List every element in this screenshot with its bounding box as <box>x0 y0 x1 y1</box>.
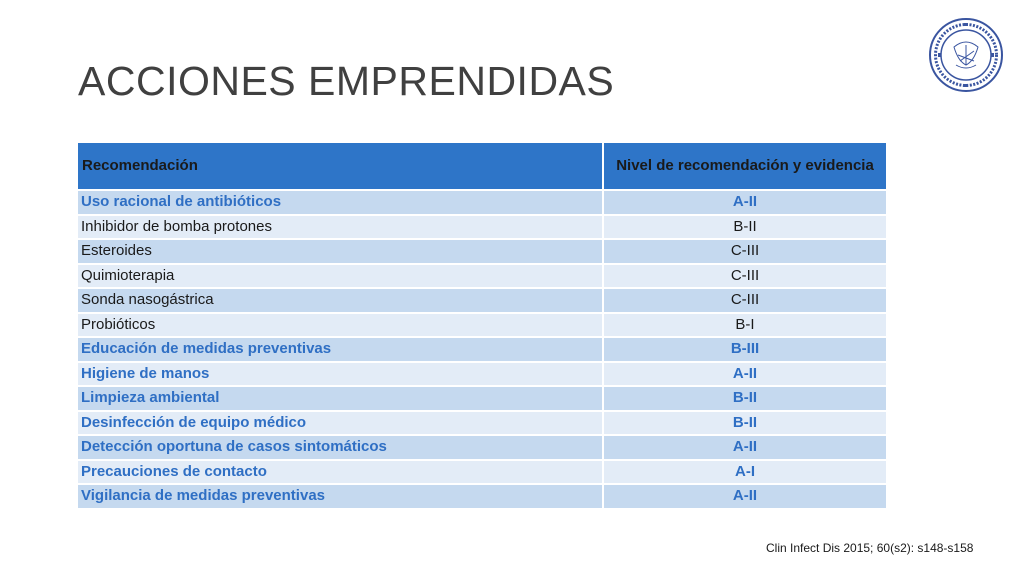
level-cell: A-II <box>602 190 886 216</box>
table-row: Inhibidor de bomba protones B-II <box>78 214 886 240</box>
recommendation-cell: Probióticos <box>78 312 603 338</box>
recommendation-cell: Desinfección de equipo médico <box>78 410 603 436</box>
table-row: Vigilancia de medidas preventivas A-II <box>78 484 886 510</box>
recommendation-cell: Limpieza ambiental <box>78 386 603 412</box>
table-row: Desinfección de equipo médico B-II <box>78 410 886 436</box>
level-cell: B-I <box>602 312 886 338</box>
recommendation-cell: Higiene de manos <box>78 361 603 387</box>
table-row: Probióticos B-I <box>78 312 886 338</box>
level-cell: B-II <box>602 386 886 412</box>
table-row: Esteroides C-III <box>78 239 886 265</box>
level-cell: C-III <box>602 239 886 265</box>
recommendation-cell: Uso racional de antibióticos <box>78 190 603 216</box>
citation: Clin Infect Dis 2015; 60(s2): s148-s158 <box>766 541 974 555</box>
table-header-row: Recomendación Nivel de recomendación y e… <box>78 143 886 191</box>
table-row: Higiene de manos A-II <box>78 361 886 387</box>
level-cell: B-II <box>602 410 886 436</box>
level-cell: A-II <box>602 435 886 461</box>
table-row: Quimioterapia C-III <box>78 263 886 289</box>
level-cell: C-III <box>602 263 886 289</box>
recommendation-cell: Quimioterapia <box>78 263 603 289</box>
level-cell: A-I <box>602 459 886 485</box>
level-cell: B-III <box>602 337 886 363</box>
level-cell: C-III <box>602 288 886 314</box>
recommendation-cell: Educación de medidas preventivas <box>78 337 603 363</box>
table-row: Uso racional de antibióticos A-II <box>78 190 886 216</box>
table-row: Precauciones de contacto A-I <box>78 459 886 485</box>
recommendation-cell: Vigilancia de medidas preventivas <box>78 484 603 510</box>
table-row: Limpieza ambiental B-II <box>78 386 886 412</box>
recommendation-cell: Esteroides <box>78 239 603 265</box>
recommendation-cell: Sonda nasogástrica <box>78 288 603 314</box>
level-cell: A-II <box>602 484 886 510</box>
column-header-level: Nivel de recomendación y evidencia <box>602 143 886 191</box>
recommendations-table: Recomendación Nivel de recomendación y e… <box>78 143 886 510</box>
level-cell: B-II <box>602 214 886 240</box>
level-cell: A-II <box>602 361 886 387</box>
institution-seal-icon <box>928 17 1004 93</box>
column-header-recommendation: Recomendación <box>78 143 603 191</box>
recommendation-cell: Precauciones de contacto <box>78 459 603 485</box>
table-row: Detección oportuna de casos sintomáticos… <box>78 435 886 461</box>
recommendation-cell: Detección oportuna de casos sintomáticos <box>78 435 603 461</box>
recommendation-cell: Inhibidor de bomba protones <box>78 214 603 240</box>
slide-title: ACCIONES EMPRENDIDAS <box>78 58 615 104</box>
table-row: Sonda nasogástrica C-III <box>78 288 886 314</box>
table-row: Educación de medidas preventivas B-III <box>78 337 886 363</box>
